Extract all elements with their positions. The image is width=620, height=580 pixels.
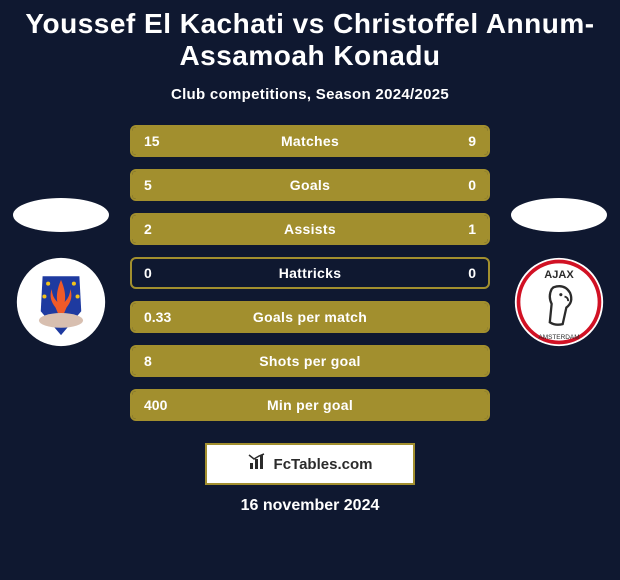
left-player-ellipse — [13, 198, 109, 232]
stat-label: Assists — [132, 221, 488, 237]
stat-label: Matches — [132, 133, 488, 149]
svg-text:AJAX: AJAX — [544, 269, 574, 281]
site-pill[interactable]: FcTables.com — [205, 443, 415, 485]
stat-row: 5Goals0 — [130, 169, 490, 201]
stat-right-value: 0 — [468, 265, 476, 281]
stat-right-value: 9 — [468, 133, 476, 149]
stat-right-value: 1 — [468, 221, 476, 237]
stat-row: 400Min per goal — [130, 389, 490, 421]
ajax-crest: AJAX AMSTERDAM — [513, 256, 605, 348]
stat-row: 8Shots per goal — [130, 345, 490, 377]
stat-row: 0.33Goals per match — [130, 301, 490, 333]
telstar-crest — [15, 256, 107, 348]
comparison-title: Youssef El Kachati vs Christoffel Annum-… — [0, 0, 620, 72]
stat-label: Goals — [132, 177, 488, 193]
stat-row: 2Assists1 — [130, 213, 490, 245]
footer-date: 16 november 2024 — [0, 497, 620, 515]
stat-label: Min per goal — [132, 397, 488, 413]
season-subtitle: Club competitions, Season 2024/2025 — [0, 86, 620, 103]
site-name: FcTables.com — [274, 456, 373, 473]
stat-label: Hattricks — [132, 265, 488, 281]
svg-text:AMSTERDAM: AMSTERDAM — [538, 334, 579, 341]
right-player-ellipse — [511, 198, 607, 232]
bar-chart-icon — [248, 453, 268, 475]
content-row: 15Matches95Goals02Assists10Hattricks00.3… — [0, 125, 620, 421]
right-side: AJAX AMSTERDAM — [504, 198, 614, 348]
stat-row: 15Matches9 — [130, 125, 490, 157]
left-side — [6, 198, 116, 348]
stat-bars: 15Matches95Goals02Assists10Hattricks00.3… — [130, 125, 490, 421]
stat-label: Shots per goal — [132, 353, 488, 369]
stat-row: 0Hattricks0 — [130, 257, 490, 289]
stat-label: Goals per match — [132, 309, 488, 325]
telstar-crest-icon — [15, 256, 107, 348]
ajax-crest-icon: AJAX AMSTERDAM — [513, 256, 605, 348]
stat-right-value: 0 — [468, 177, 476, 193]
